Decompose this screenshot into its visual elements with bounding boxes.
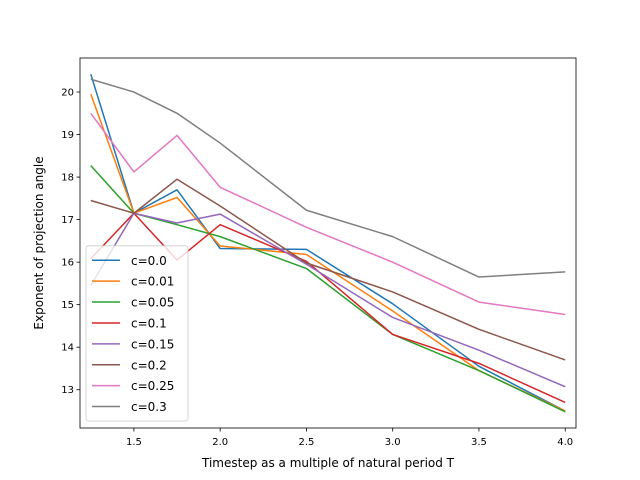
series-line-5 bbox=[90, 178, 566, 361]
legend: c=0.0 c=0.01 c=0.05 c=0.1 c=0.15 c=0.2 c=0.25 c… bbox=[85, 245, 189, 422]
legend-label: c=0.2 bbox=[131, 358, 167, 372]
x-tick-label: 3.5 bbox=[471, 437, 487, 448]
legend-box bbox=[85, 245, 189, 422]
legend-label: c=0.15 bbox=[131, 337, 174, 351]
x-tick-label: 4.0 bbox=[557, 437, 573, 448]
y-tick-label: 20 bbox=[61, 88, 74, 99]
plot-frame bbox=[79, 57, 577, 429]
legend-label: c=0.05 bbox=[131, 296, 174, 310]
y-tick-label: 17 bbox=[61, 215, 74, 226]
series-layer bbox=[90, 73, 566, 413]
y-tick-label: 15 bbox=[61, 300, 74, 311]
x-tick-label: 3.0 bbox=[385, 437, 401, 448]
x-tick-label: 1.5 bbox=[126, 437, 142, 448]
y-tick-label: 19 bbox=[61, 130, 74, 141]
y-axis-label: Exponent of projection angle bbox=[32, 156, 46, 329]
series-line-6 bbox=[90, 112, 566, 316]
legend-label: c=0.1 bbox=[131, 316, 167, 330]
y-tick-label: 18 bbox=[61, 173, 74, 184]
legend-label: c=0.25 bbox=[131, 379, 174, 393]
y-tick-label: 14 bbox=[61, 343, 74, 354]
series-line-4 bbox=[90, 212, 566, 388]
legend-label: c=0.01 bbox=[131, 275, 174, 289]
legend-label: c=0.3 bbox=[131, 400, 167, 414]
y-tick-label: 13 bbox=[61, 385, 74, 396]
series-line-3 bbox=[90, 212, 566, 404]
legend-label: c=0.0 bbox=[131, 254, 167, 268]
y-axis: 13 14 15 16 17 18 19 20 bbox=[61, 88, 80, 396]
x-tick-label: 2.0 bbox=[212, 437, 228, 448]
y-tick-label: 16 bbox=[61, 258, 74, 269]
x-axis-label: Timestep as a multiple of natural period… bbox=[201, 456, 455, 470]
x-axis: 1.5 2.0 2.5 3.0 3.5 4.0 bbox=[126, 428, 573, 448]
series-line-0 bbox=[90, 73, 566, 412]
series-line-7 bbox=[90, 78, 566, 278]
x-tick-label: 2.5 bbox=[298, 437, 314, 448]
series-line-1 bbox=[90, 93, 566, 412]
